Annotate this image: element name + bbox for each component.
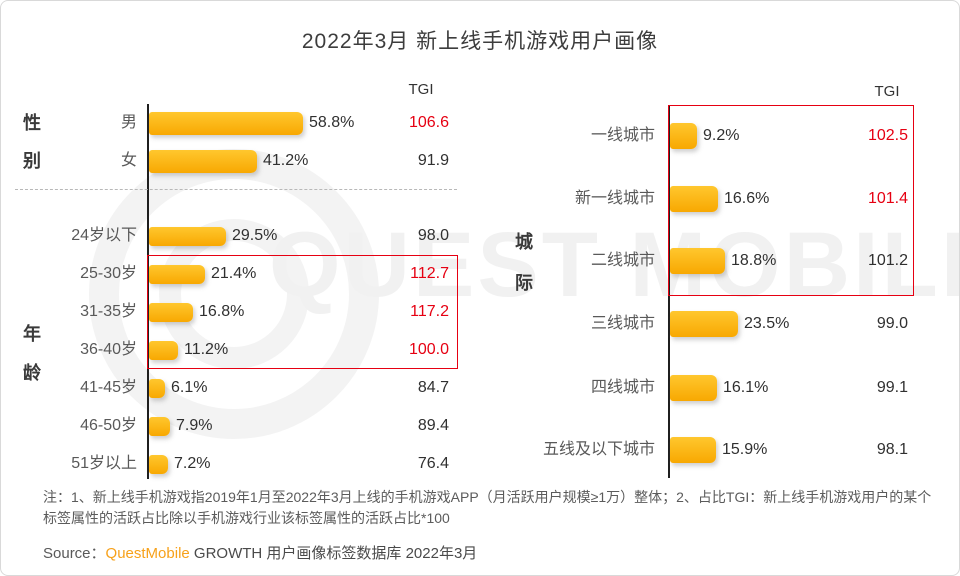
group-label-char: 年	[23, 324, 41, 344]
bar	[149, 378, 165, 398]
bar-value-label: 23.5%	[744, 315, 790, 332]
group-label-char: 龄	[23, 363, 41, 383]
bar-value-label: 9.2%	[703, 127, 740, 144]
gender-age-divider	[15, 189, 457, 190]
tgi-value: 101.4	[867, 190, 908, 207]
source-suffix: GROWTH 用户画像标签数据库 2022年3月	[189, 545, 478, 562]
tgi-value: 98.0	[417, 227, 449, 244]
group-label-char: 别	[23, 151, 41, 171]
bar-value-label: 16.1%	[723, 379, 769, 396]
source-prefix: Source：	[43, 545, 106, 562]
bar-row-label: 三线城市	[590, 315, 655, 332]
bar	[149, 226, 226, 246]
bar	[670, 375, 717, 401]
bar-value-label: 6.1%	[171, 379, 208, 396]
bar	[149, 340, 178, 360]
bar-row-label: 25-30岁	[80, 265, 137, 282]
bar-row-label: 24岁以下	[71, 227, 137, 244]
tgi-value: 101.2	[867, 252, 908, 269]
bar-row-label: 36-40岁	[80, 341, 137, 358]
bar	[149, 416, 170, 436]
tgi-value: 106.6	[408, 114, 449, 131]
bar-value-label: 16.6%	[724, 190, 770, 207]
tgi-value: 102.5	[867, 127, 908, 144]
bar-row-label: 31-35岁	[80, 303, 137, 320]
bar-value-label: 58.8%	[309, 114, 355, 131]
source-brand: QuestMobile	[105, 545, 190, 562]
bar	[670, 248, 725, 274]
group-label-char: 性	[23, 113, 41, 133]
bar	[670, 123, 697, 149]
tgi-value: 91.9	[417, 152, 449, 169]
bar-value-label: 29.5%	[232, 227, 278, 244]
bar-row-label: 四线城市	[590, 379, 655, 396]
bar-row-label: 41-45岁	[80, 379, 137, 396]
bar-value-label: 7.9%	[176, 417, 213, 434]
bar-value-label: 21.4%	[211, 265, 257, 282]
watermark-text: QUEST MOBILE	[269, 214, 960, 316]
bar	[149, 111, 303, 135]
tgi-value: 112.7	[410, 265, 449, 282]
bar-value-label: 11.2%	[184, 341, 229, 358]
bar-value-label: 41.2%	[263, 152, 309, 169]
tgi-value: 99.1	[876, 379, 908, 396]
footnote: 注：1、新上线手机游戏指2019年1月至2022年3月上线的手机游戏APP（月活…	[43, 489, 932, 526]
source-line: Source：QuestMobile GROWTH 用户画像标签数据库 2022…	[43, 542, 477, 563]
group-label-char: 城	[515, 232, 533, 252]
bar-row-label: 46-50岁	[80, 417, 137, 434]
group-label-char: 际	[515, 273, 533, 293]
tgi-value: 89.4	[417, 417, 449, 434]
bar	[149, 264, 205, 284]
bar	[149, 454, 168, 474]
bar-row-label: 新一线城市	[574, 190, 655, 207]
bar-row-label: 51岁以上	[71, 455, 137, 472]
tgi-value: 117.2	[410, 303, 449, 320]
tgi-header-right: TGI	[874, 83, 900, 100]
bar-value-label: 18.8%	[731, 252, 777, 269]
bar-row-label: 一线城市	[590, 127, 655, 144]
tgi-value: 84.7	[417, 379, 449, 396]
bar-row-label: 五线及以下城市	[542, 441, 655, 458]
page-title: 2022年3月 新上线手机游戏用户画像	[301, 30, 659, 53]
bar	[670, 186, 718, 212]
bar	[670, 311, 738, 337]
bar-value-label: 16.8%	[199, 303, 245, 320]
tgi-value: 76.4	[417, 455, 449, 472]
bar	[670, 437, 716, 463]
bar-row-label: 女	[120, 152, 137, 169]
bar-row-label: 男	[120, 114, 137, 131]
tgi-value: 99.0	[876, 315, 908, 332]
axis-line	[668, 105, 670, 478]
bar-value-label: 7.2%	[174, 455, 211, 472]
tgi-value: 100.0	[408, 341, 449, 358]
tgi-value: 98.1	[876, 441, 908, 458]
bar	[149, 302, 193, 322]
bar	[149, 149, 257, 173]
tgi-header-left: TGI	[408, 81, 434, 98]
axis-line	[147, 104, 149, 479]
bar-row-label: 二线城市	[590, 252, 655, 269]
bar-value-label: 15.9%	[722, 441, 768, 458]
